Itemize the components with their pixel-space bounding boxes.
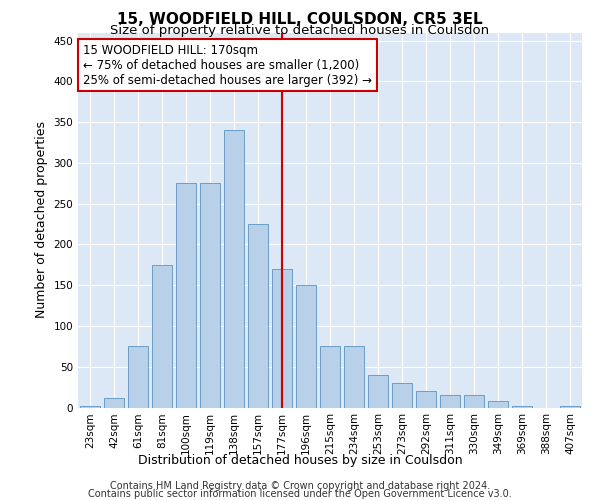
Text: Contains HM Land Registry data © Crown copyright and database right 2024.: Contains HM Land Registry data © Crown c… bbox=[110, 481, 490, 491]
Text: 15 WOODFIELD HILL: 170sqm
← 75% of detached houses are smaller (1,200)
25% of se: 15 WOODFIELD HILL: 170sqm ← 75% of detac… bbox=[83, 44, 372, 87]
Bar bbox=[104, 398, 124, 407]
Bar bbox=[512, 406, 532, 407]
Bar bbox=[128, 346, 148, 408]
Text: Contains public sector information licensed under the Open Government Licence v3: Contains public sector information licen… bbox=[88, 489, 512, 499]
Bar bbox=[272, 269, 292, 407]
Bar bbox=[440, 396, 460, 407]
Text: Distribution of detached houses by size in Coulsdon: Distribution of detached houses by size … bbox=[137, 454, 463, 467]
Bar bbox=[80, 406, 100, 407]
Bar bbox=[176, 184, 196, 408]
Bar bbox=[488, 401, 508, 407]
Bar bbox=[464, 396, 484, 407]
Bar bbox=[560, 406, 580, 407]
Bar bbox=[392, 383, 412, 407]
Bar bbox=[344, 346, 364, 408]
Bar bbox=[248, 224, 268, 408]
Text: 15, WOODFIELD HILL, COULSDON, CR5 3EL: 15, WOODFIELD HILL, COULSDON, CR5 3EL bbox=[117, 12, 483, 28]
Bar bbox=[368, 375, 388, 408]
Bar bbox=[320, 346, 340, 408]
Bar bbox=[296, 285, 316, 408]
Bar bbox=[416, 391, 436, 407]
Bar bbox=[224, 130, 244, 407]
Text: Size of property relative to detached houses in Coulsdon: Size of property relative to detached ho… bbox=[110, 24, 490, 37]
Bar bbox=[152, 265, 172, 408]
Bar bbox=[200, 184, 220, 408]
Y-axis label: Number of detached properties: Number of detached properties bbox=[35, 122, 48, 318]
